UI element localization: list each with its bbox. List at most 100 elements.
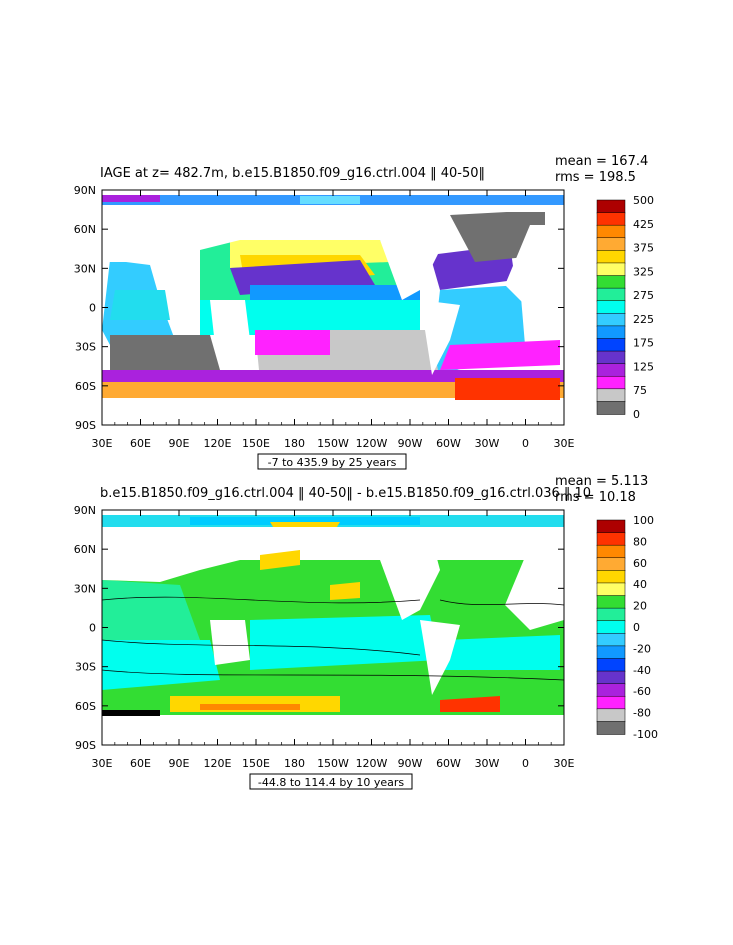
panel-1-x-tick-label: 60W <box>436 437 461 450</box>
panel-2-range-label: -44.8 to 114.4 by 10 years <box>258 776 405 789</box>
panel-2-colorbar-label: 60 <box>633 557 647 570</box>
panel-2-colorbar-swatch <box>596 620 626 635</box>
panel-2-colorbar-label: 0 <box>633 621 640 634</box>
panel-2-colorbar-label: 80 <box>633 535 647 548</box>
panel-2-y-tick-label: 60N <box>74 543 96 556</box>
panel-1: IAGE at z= 482.7m, b.e15.B1850.f09_g16.c… <box>74 154 654 470</box>
panel-1-x-tick-label: 120E <box>204 437 232 450</box>
panel-1-colorbar-swatch <box>596 363 626 377</box>
panel-2-colorbar-swatch <box>596 570 626 584</box>
panel-2-colorbar-swatch <box>596 658 626 672</box>
panel-2-colorbar-swatch <box>596 670 626 685</box>
panel-1-colorbar-label: 125 <box>633 360 654 373</box>
panel-1-colorbar-swatch <box>596 287 626 302</box>
panel-2-y-tick-label: 60S <box>75 700 96 713</box>
panel-2-colorbar-label: 100 <box>633 514 654 527</box>
panel-2-colorbar-swatch <box>596 721 626 735</box>
panel-1-x-tick-label: 120W <box>356 437 388 450</box>
panel-1-y-tick-label: 90N <box>74 184 96 197</box>
panel-2-colorbar-swatch <box>596 582 626 597</box>
panel-2-x-tick-label: 180 <box>284 757 305 770</box>
panel-1-y-axis: 90N 60N 30N 0 30S 60S 90S <box>74 184 564 432</box>
panel-2: b.e15.B1850.f09_g16.ctrl.004 ‖ 40-50‖ - … <box>74 474 658 790</box>
panel-1-x-tick-label: 150W <box>317 437 349 450</box>
panel-1-colorbar-label: 225 <box>633 313 654 326</box>
panel-1-colorbar: 500 425 375 325 275 225 175 125 75 0 <box>596 194 654 421</box>
panel-2-y-tick-label: 0 <box>89 622 96 635</box>
panel-1-range-label: -7 to 435.9 by 25 years <box>268 456 397 469</box>
panel-2-title: b.e15.B1850.f09_g16.ctrl.004 ‖ 40-50‖ - … <box>100 486 591 501</box>
panel-2-mean: mean = 5.113 <box>555 474 648 489</box>
panel-2-y-axis: 90N 60N 30N 0 30S 60S 90S <box>74 504 564 752</box>
panel-1-colorbar-swatch <box>596 401 626 415</box>
panel-2-x-tick-label: 0 <box>522 757 529 770</box>
panel-2-colorbar-label: -60 <box>633 685 651 698</box>
panel-2-x-tick-label: 90W <box>398 757 423 770</box>
panel-2-x-tick-label: 60E <box>130 757 151 770</box>
panel-2-colorbar: 100 80 60 40 20 0 -20 -40 -60 -80 -100 <box>596 514 658 741</box>
panel-1-x-tick-label: 150E <box>242 437 270 450</box>
panel-1-title: IAGE at z= 482.7m, b.e15.B1850.f09_g16.c… <box>100 166 485 181</box>
panel-1-colorbar-swatch <box>596 250 626 264</box>
panel-1-x-tick-label: 90W <box>398 437 423 450</box>
panel-1-map <box>102 190 564 425</box>
panel-1-range-box <box>257 453 407 470</box>
panel-2-colorbar-swatch <box>596 557 626 572</box>
panel-1-colorbar-label: 375 <box>633 242 654 255</box>
panel-1-colorbar-swatch <box>596 350 626 365</box>
panel-2-range-box <box>249 773 413 790</box>
panel-1-rms: rms = 198.5 <box>555 170 636 185</box>
panel-1-colorbar-label: 0 <box>633 408 640 421</box>
panel-2-colorbar-label: -100 <box>633 728 658 741</box>
panel-2-y-tick-label: 30S <box>75 661 96 674</box>
panel-1-colorbar-swatch <box>596 325 626 340</box>
panel-2-x-axis: 30E 60E 90E 120E 150E 180 150W 120W 90W 60W 30W 0 30… <box>92 510 575 770</box>
panel-1-x-tick-label: 90E <box>169 437 190 450</box>
panel-1-x-tick-label: 30E <box>554 437 575 450</box>
panel-2-x-tick-label: 150E <box>242 757 270 770</box>
panel-1-y-tick-label: 90S <box>75 419 96 432</box>
panel-2-colorbar-swatch <box>596 645 626 660</box>
panel-2-x-tick-label: 30W <box>475 757 500 770</box>
panel-2-colorbar-swatch <box>596 607 626 622</box>
panel-1-colorbar-label: 325 <box>633 265 654 278</box>
panel-1-x-tick-label: 0 <box>522 437 529 450</box>
panel-2-colorbar-label: 20 <box>633 600 647 613</box>
panel-2-x-tick-label: 150W <box>317 757 349 770</box>
panel-1-colorbar-swatch <box>596 313 626 327</box>
panel-2-x-tick-label: 120W <box>356 757 388 770</box>
panel-1-x-tick-label: 30E <box>92 437 113 450</box>
panel-1-x-tick-label: 60E <box>130 437 151 450</box>
panel-2-x-tick-label: 30E <box>92 757 113 770</box>
panel-1-colorbar-swatch <box>596 338 626 352</box>
panel-1-x-tick-label: 30W <box>475 437 500 450</box>
panel-2-colorbar-swatch <box>596 633 626 647</box>
panel-2-y-tick-label: 90S <box>75 739 96 752</box>
panel-2-colorbar-swatch <box>596 544 626 559</box>
panel-1-y-tick-label: 0 <box>89 302 96 315</box>
panel-1-x-axis: 30E 60E 90E 120E 150E 180 150W 120W 90W 60W 30W 0 30… <box>92 190 575 450</box>
panel-2-y-tick-label: 90N <box>74 504 96 517</box>
panel-2-colorbar-label: -80 <box>633 707 651 720</box>
panel-2-colorbar-label: -40 <box>633 664 651 677</box>
panel-2-colorbar-swatch <box>596 683 626 697</box>
panel-1-x-tick-label: 180 <box>284 437 305 450</box>
panel-1-mean: mean = 167.4 <box>555 154 648 169</box>
panel-1-colorbar-label: 75 <box>633 384 647 397</box>
panel-1-y-tick-label: 60S <box>75 380 96 393</box>
panel-1-colorbar-swatch <box>596 388 626 403</box>
panel-1-colorbar-label: 275 <box>633 289 654 302</box>
panel-1-colorbar-swatch <box>596 212 626 226</box>
panel-2-colorbar-swatch <box>596 695 626 710</box>
panel-1-colorbar-swatch <box>596 262 626 277</box>
panel-1-colorbar-swatch <box>596 300 626 315</box>
panel-1-y-tick-label: 30N <box>74 262 96 275</box>
panel-2-colorbar-swatch <box>596 595 626 609</box>
panel-1-y-tick-label: 30S <box>75 341 96 354</box>
panel-2-colorbar-label: 40 <box>633 578 647 591</box>
panel-2-y-tick-label: 30N <box>74 582 96 595</box>
panel-2-rms: rms = 10.18 <box>555 490 636 505</box>
panel-2-x-tick-label: 90E <box>169 757 190 770</box>
panel-1-colorbar-label: 500 <box>633 194 654 207</box>
panel-2-map <box>102 510 564 745</box>
